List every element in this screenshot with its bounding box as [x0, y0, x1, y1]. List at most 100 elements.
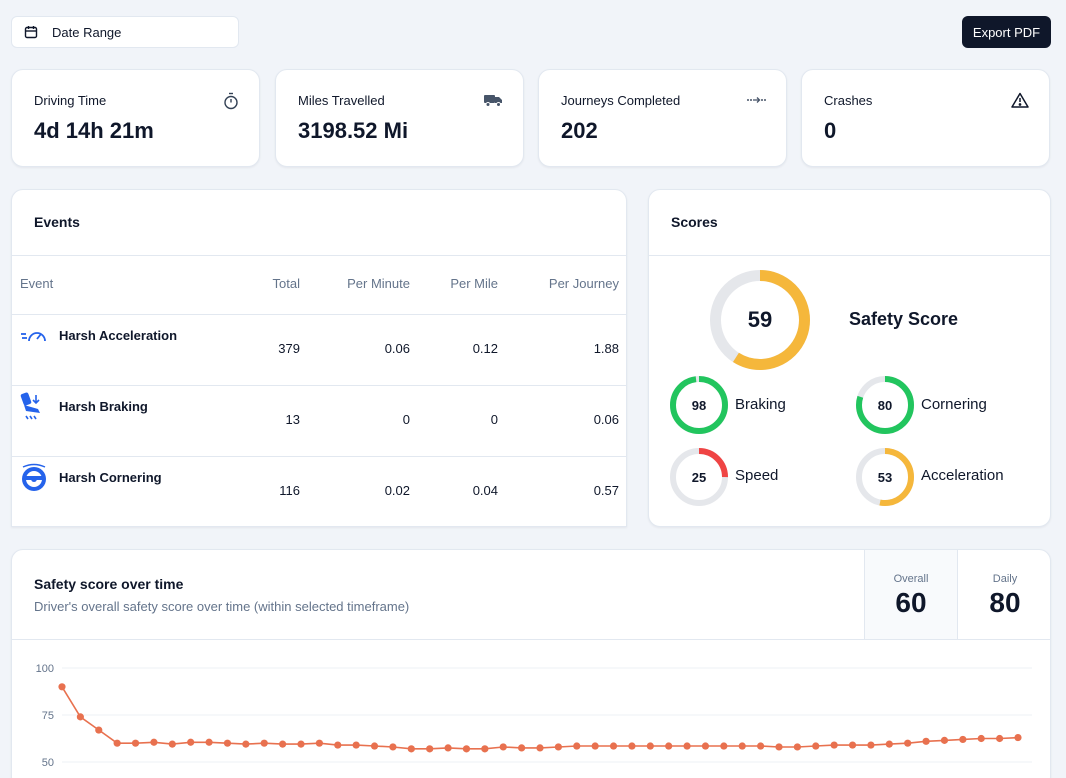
- steering-wheel-icon: [22, 463, 46, 491]
- calendar-icon: [24, 26, 38, 39]
- column-header-per-minute: Per Minute: [347, 276, 410, 291]
- data-point: [573, 742, 581, 750]
- braking-score-label: Braking: [735, 396, 786, 413]
- data-point: [885, 740, 893, 748]
- date-range-button[interactable]: Date Range: [11, 16, 239, 48]
- event-total: 13: [285, 412, 300, 427]
- data-point: [205, 738, 213, 746]
- event-total: 116: [279, 483, 300, 498]
- data-point: [95, 726, 103, 734]
- speedometer-icon: [21, 332, 46, 342]
- stat-card-crashes: Crashes 0: [801, 69, 1050, 167]
- data-point: [223, 739, 232, 747]
- data-point: [131, 739, 140, 747]
- scores-title: Scores: [671, 214, 718, 230]
- brake-pedal-icon: [20, 392, 40, 420]
- data-point: [58, 683, 66, 691]
- daily-value: 80: [989, 587, 1021, 618]
- stat-card-driving-time: Driving Time 4d 14h 21m: [11, 69, 260, 167]
- scores-card: Scores: [648, 189, 1051, 527]
- data-point: [904, 739, 912, 747]
- events-title: Events: [34, 214, 80, 230]
- ring-progress: [670, 448, 728, 506]
- date-range-label: Date Range: [52, 24, 122, 40]
- ring-progress: [670, 376, 728, 434]
- warning-icon: [1011, 92, 1029, 108]
- event-name: Harsh Acceleration: [59, 328, 178, 343]
- speed-score-ring: [670, 448, 728, 506]
- cornering-score-label: Cornering: [921, 396, 987, 413]
- data-point: [940, 736, 949, 744]
- stat-value: 202: [561, 118, 598, 143]
- events-card: Events: [11, 189, 627, 527]
- event-name: Harsh Cornering: [59, 470, 162, 485]
- route-icon: [747, 97, 766, 103]
- truck-icon: [484, 95, 502, 107]
- event-name: Harsh Braking: [59, 399, 148, 414]
- column-header-total: Total: [272, 276, 300, 291]
- event-per-minute: 0.06: [384, 341, 410, 356]
- event-per-mile: 0: [490, 412, 498, 427]
- safety-trend-card: Safety score over time Driver's overall …: [11, 549, 1051, 778]
- data-point: [996, 734, 1004, 743]
- data-point: [370, 742, 379, 750]
- stat-value: 4d 14h 21m: [34, 118, 154, 143]
- data-point: [389, 743, 397, 751]
- data-point: [536, 744, 544, 752]
- column-header-event: Event: [20, 276, 54, 291]
- data-point: [113, 739, 121, 747]
- data-point: [757, 742, 765, 750]
- safety-score-ring: [710, 270, 810, 370]
- data-point: [76, 713, 84, 721]
- event-total: 379: [278, 341, 300, 356]
- safety-score-line-chart: 100 75 50: [36, 663, 1032, 769]
- y-tick-label: 50: [42, 757, 54, 769]
- ring-progress: [856, 448, 914, 506]
- stat-label: Crashes: [824, 93, 873, 108]
- event-per-journey: 0.57: [593, 483, 619, 498]
- data-point: [1014, 733, 1022, 742]
- data-point: [959, 735, 967, 744]
- data-point: [499, 743, 507, 751]
- event-per-journey: 1.88: [593, 341, 619, 356]
- event-per-minute: 0.02: [384, 483, 410, 498]
- stat-value: 3198.52 Mi: [298, 118, 409, 143]
- trend-title: Safety score over time: [34, 576, 184, 592]
- event-per-minute: 0: [402, 412, 410, 427]
- data-point: [812, 742, 820, 750]
- trend-subtitle: Driver's overall safety score over time …: [34, 599, 410, 614]
- speed-score-label: Speed: [735, 467, 779, 484]
- data-point: [187, 738, 195, 746]
- daily-score-box: Daily 80: [957, 550, 1050, 639]
- overall-score-box: Overall 60: [864, 550, 957, 639]
- data-point: [150, 738, 158, 746]
- data-point: [830, 741, 838, 749]
- stat-card-journeys: Journeys Completed 202: [538, 69, 787, 167]
- data-point: [848, 741, 857, 749]
- data-point: [701, 742, 710, 750]
- event-per-journey: 0.06: [593, 412, 619, 427]
- braking-score-value: 98: [691, 398, 707, 413]
- data-point: [977, 734, 985, 743]
- overall-value: 60: [895, 587, 927, 618]
- series-line: [61, 686, 1019, 750]
- data-point: [922, 737, 930, 745]
- y-tick-label: 75: [42, 710, 54, 722]
- safety-score-label: Safety Score: [849, 309, 959, 329]
- event-per-mile: 0.12: [472, 341, 498, 356]
- data-point: [738, 742, 746, 750]
- stat-label: Driving Time: [34, 93, 107, 108]
- data-point: [720, 742, 728, 750]
- stopwatch-icon: [224, 92, 238, 110]
- overall-label: Overall: [893, 573, 929, 585]
- data-point: [444, 744, 452, 752]
- data-point: [867, 741, 875, 749]
- export-pdf-button[interactable]: Export PDF: [962, 16, 1051, 48]
- data-point: [518, 744, 526, 752]
- braking-score-ring: [670, 376, 728, 434]
- data-point: [407, 745, 415, 753]
- data-point: [168, 740, 176, 748]
- data-point: [242, 740, 250, 748]
- column-header-per-mile: Per Mile: [450, 276, 498, 291]
- data-point: [352, 741, 360, 749]
